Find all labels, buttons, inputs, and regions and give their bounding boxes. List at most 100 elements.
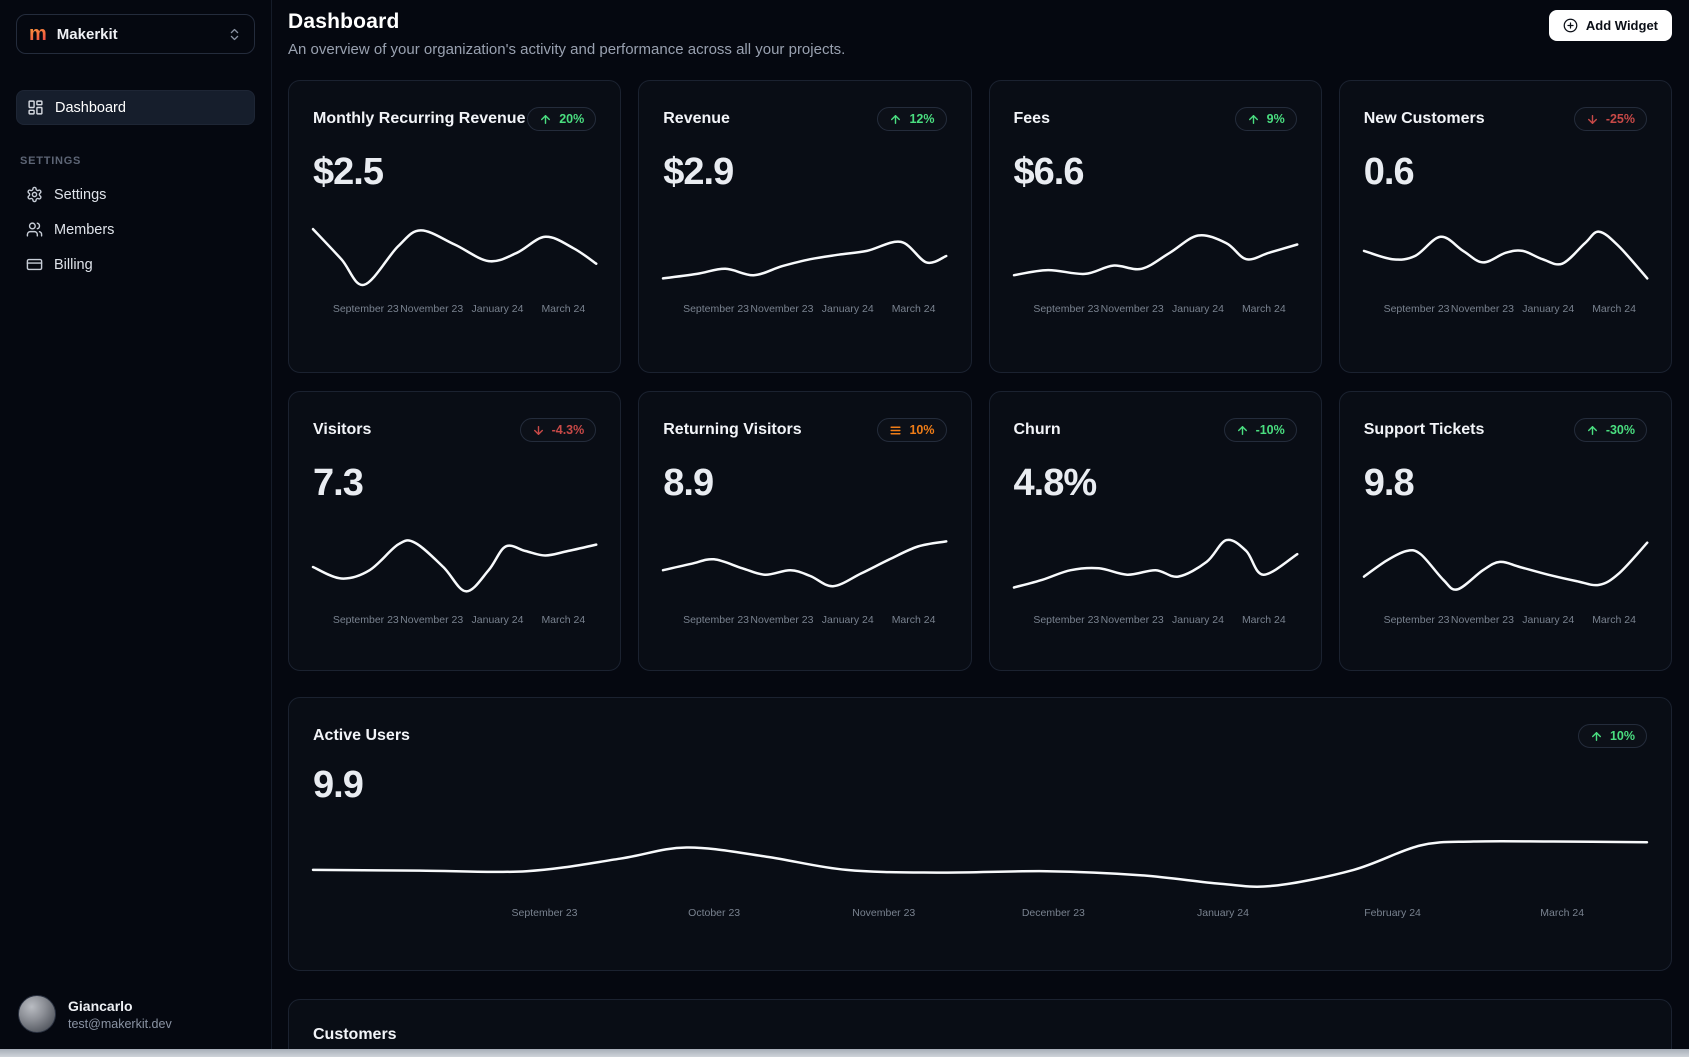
plus-circle-icon (1563, 18, 1578, 33)
x-axis-label: January 24 (471, 614, 524, 626)
bottom-strip (0, 1049, 1689, 1057)
metric-title: Monthly Recurring Revenue (313, 110, 526, 127)
workspace-name: Makerkit (56, 25, 118, 43)
x-axis-label: September 23 (332, 614, 399, 626)
arrow-up-icon (1591, 731, 1601, 741)
x-axis-label: September 23 (683, 303, 750, 315)
trend-badge: 10% (1577, 724, 1647, 748)
metric-title: Support Tickets (1363, 421, 1485, 438)
customers-card: Customers (288, 999, 1672, 1057)
x-axis-label: January 24 (1522, 614, 1575, 626)
metric-card: Support Tickets -30% 9.8 September 23 No… (1338, 391, 1672, 671)
x-axis-labels: September 23 November 23 January 24 Marc… (663, 303, 946, 315)
trend-value: 12% (909, 112, 935, 126)
chevrons-up-down-icon (230, 28, 239, 40)
metric-card: Revenue 12% $2.9 September 23 November 2… (638, 80, 972, 373)
x-axis-label: January 24 (821, 614, 874, 626)
x-axis-label: March 24 (1241, 303, 1286, 315)
x-axis-label: March 24 (891, 303, 936, 315)
x-axis-label: March 24 (1592, 614, 1636, 626)
metric-value: 7.3 (313, 462, 364, 504)
x-axis-labels: September 23 November 23 January 24 Marc… (663, 614, 946, 626)
metric-sparkline-chart (1364, 531, 1647, 603)
x-axis-labels: September 23 November 23 January 24 Marc… (1364, 303, 1647, 315)
x-axis-label: September 23 (683, 614, 750, 626)
trend-badge: 20% (527, 107, 597, 131)
active-users-card: Active Users 10% 9.9 September 23 October… (288, 697, 1672, 971)
page-header: Dashboard An overview of your organizati… (288, 10, 1672, 58)
metric-value: 9.9 (313, 764, 364, 806)
x-axis-label: November 23 (1450, 303, 1514, 315)
gear-icon (27, 186, 42, 203)
metric-title: New Customers (1363, 110, 1485, 127)
trend-badge: -30% (1573, 418, 1647, 442)
x-axis-label: March 24 (891, 614, 936, 626)
credit-card-icon (26, 258, 43, 271)
trend-value: -10% (1255, 423, 1285, 437)
metric-card: New Customers -25% 0.6 September 23 Nove… (1338, 80, 1672, 373)
workspace-selector[interactable]: m Makerkit (16, 14, 255, 54)
x-axis-label: September 23 (1033, 614, 1100, 626)
settings-section-label: Settings (20, 155, 82, 167)
metric-card: Monthly Recurring Revenue 20% $2.5 Septe… (288, 80, 622, 373)
metric-sparkline-chart (313, 531, 596, 603)
trend-value: 9% (1266, 112, 1285, 126)
user-account-menu[interactable]: Giancarlo test@makerkit.dev (16, 989, 255, 1039)
trend-badge: -25% (1573, 107, 1647, 131)
trend-value: -4.3% (551, 423, 585, 437)
x-axis-label: January 24 (1172, 303, 1224, 315)
active-users-chart (313, 825, 1647, 899)
trend-badge: -4.3% (519, 418, 597, 442)
x-axis-labels: September 23 October 23 November 23 Decembe… (313, 907, 1647, 919)
arrow-up-icon (1587, 425, 1597, 435)
x-axis-label: November 23 (400, 614, 464, 626)
x-axis-label: September 23 (511, 907, 578, 919)
metric-value: 0.6 (1363, 151, 1415, 193)
x-axis-label: January 24 (1197, 907, 1249, 919)
arrow-up-icon (1237, 425, 1247, 435)
x-axis-label: January 24 (1522, 303, 1575, 315)
x-axis-label: January 24 (1172, 614, 1224, 626)
x-axis-label: January 24 (471, 303, 524, 315)
sidebar-item-label: Members (54, 221, 115, 238)
x-axis-label: March 24 (1540, 907, 1585, 919)
x-axis-label: March 24 (1241, 614, 1286, 626)
x-axis-label: March 24 (1592, 303, 1636, 315)
users-icon (26, 222, 43, 237)
trend-badge: 9% (1234, 107, 1297, 131)
sidebar-item-billing[interactable]: Billing (16, 247, 255, 282)
x-axis-label: March 24 (541, 303, 586, 315)
metric-sparkline-chart (663, 531, 946, 603)
arrow-up-icon (891, 114, 901, 124)
trend-badge: 10% (877, 418, 947, 442)
sidebar-item-members[interactable]: Members (16, 212, 255, 247)
x-axis-label: November 23 (750, 614, 814, 626)
metric-card: Fees 9% $6.6 September 23 November 23 Ja… (988, 80, 1322, 373)
x-axis-label: November 23 (1450, 614, 1514, 626)
metric-cards-grid: Monthly Recurring Revenue 20% $2.5 Septe… (288, 80, 1672, 671)
customers-title: Customers (313, 1026, 397, 1043)
x-axis-label: September 23 (1383, 614, 1450, 626)
user-name: Giancarlo (68, 997, 133, 1014)
x-axis-label: November 23 (750, 303, 814, 315)
metric-value: 8.9 (663, 462, 714, 504)
layout-dashboard-icon (28, 100, 43, 115)
sidebar-item-dashboard[interactable]: Dashboard (16, 90, 255, 125)
metric-value: $6.6 (1013, 151, 1085, 193)
metric-value: 9.8 (1363, 462, 1415, 504)
makerkit-logo-icon: m (29, 23, 47, 45)
metric-sparkline-chart (663, 220, 946, 292)
metric-title: Returning Visitors (663, 421, 802, 438)
arrow-up-icon (541, 114, 551, 124)
main-content: Dashboard An overview of your organizati… (272, 0, 1689, 1057)
metric-card: Returning Visitors 10% 8.9 September 23 … (638, 391, 972, 671)
metric-sparkline-chart (1014, 220, 1297, 292)
add-widget-button[interactable]: Add Widget (1548, 10, 1672, 41)
sidebar-item-settings[interactable]: Settings (16, 177, 255, 212)
trend-value: 20% (559, 112, 585, 126)
x-axis-label: November 23 (1100, 614, 1164, 626)
metric-card: Churn -10% 4.8% September 23 November 23… (988, 391, 1322, 671)
sidebar-item-label: Dashboard (55, 99, 126, 116)
metric-sparkline-chart (1014, 531, 1297, 603)
x-axis-labels: September 23 November 23 January 24 Marc… (313, 614, 596, 626)
